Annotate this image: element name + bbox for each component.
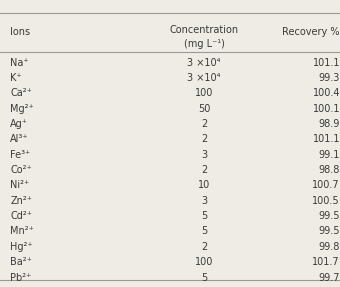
Text: 100.4: 100.4 [312, 88, 340, 98]
Text: Al³⁺: Al³⁺ [10, 134, 29, 144]
Text: Mn²⁺: Mn²⁺ [10, 226, 34, 236]
Text: Na⁺: Na⁺ [10, 58, 29, 67]
Text: Zn²⁺: Zn²⁺ [10, 196, 32, 206]
Text: 100: 100 [195, 88, 213, 98]
Text: Ions: Ions [10, 27, 30, 37]
Text: 2: 2 [201, 119, 207, 129]
Text: 2: 2 [201, 134, 207, 144]
Text: Concentration: Concentration [169, 25, 239, 35]
Text: Fe³⁺: Fe³⁺ [10, 150, 31, 160]
Text: 100.1: 100.1 [312, 104, 340, 114]
Text: 100: 100 [195, 257, 213, 267]
Text: Ba²⁺: Ba²⁺ [10, 257, 32, 267]
Text: 3 ×10⁴: 3 ×10⁴ [187, 58, 221, 67]
Text: Recovery %: Recovery % [283, 27, 340, 37]
Text: Hg²⁺: Hg²⁺ [10, 242, 33, 252]
Text: 101.7: 101.7 [312, 257, 340, 267]
Text: 5: 5 [201, 273, 207, 282]
Text: 99.7: 99.7 [319, 273, 340, 282]
Text: Mg²⁺: Mg²⁺ [10, 104, 34, 114]
Text: 101.1: 101.1 [312, 134, 340, 144]
Text: 100.7: 100.7 [312, 181, 340, 190]
Text: 100.5: 100.5 [312, 196, 340, 206]
Text: 2: 2 [201, 165, 207, 175]
Text: 3: 3 [201, 196, 207, 206]
Text: Co²⁺: Co²⁺ [10, 165, 32, 175]
Text: 5: 5 [201, 226, 207, 236]
Text: 3 ×10⁴: 3 ×10⁴ [187, 73, 221, 83]
Text: 50: 50 [198, 104, 210, 114]
Text: Ni²⁺: Ni²⁺ [10, 181, 30, 190]
Text: 99.5: 99.5 [319, 226, 340, 236]
Text: Pb²⁺: Pb²⁺ [10, 273, 32, 282]
Text: Ca²⁺: Ca²⁺ [10, 88, 32, 98]
Text: 98.9: 98.9 [319, 119, 340, 129]
Text: 5: 5 [201, 211, 207, 221]
Text: 101.1: 101.1 [312, 58, 340, 67]
Text: 2: 2 [201, 242, 207, 252]
Text: 10: 10 [198, 181, 210, 190]
Text: 3: 3 [201, 150, 207, 160]
Text: 99.1: 99.1 [319, 150, 340, 160]
Text: Cd²⁺: Cd²⁺ [10, 211, 32, 221]
Text: 99.8: 99.8 [319, 242, 340, 252]
Text: (mg L⁻¹): (mg L⁻¹) [184, 40, 224, 49]
Text: 98.8: 98.8 [319, 165, 340, 175]
Text: K⁺: K⁺ [10, 73, 22, 83]
Text: Ag⁺: Ag⁺ [10, 119, 28, 129]
Text: 99.3: 99.3 [319, 73, 340, 83]
Text: 99.5: 99.5 [319, 211, 340, 221]
